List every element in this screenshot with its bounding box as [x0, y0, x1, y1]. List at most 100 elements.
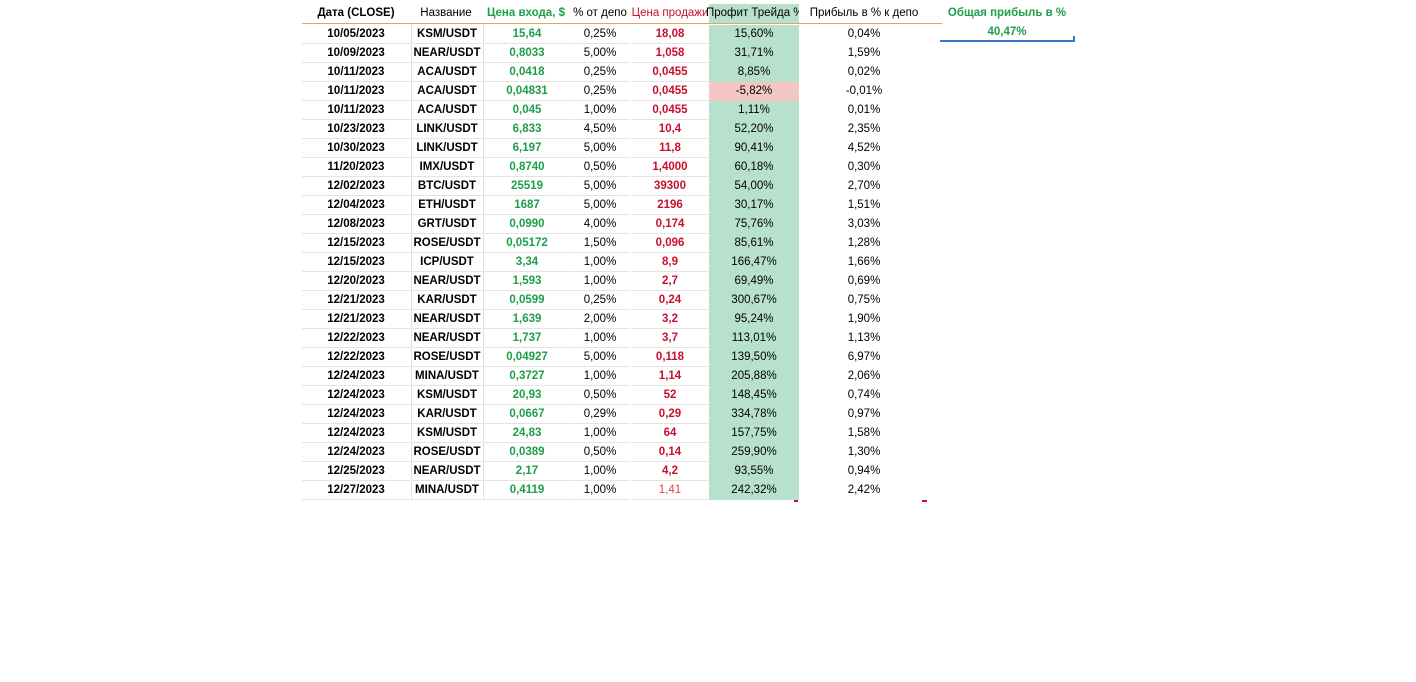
- cell-profit-to-depo[interactable]: 0,75%: [847, 294, 881, 306]
- cell-name[interactable]: NEAR/USDT: [411, 462, 482, 481]
- cell-trade-profit[interactable]: 31,71%: [709, 44, 799, 63]
- cell-sell-price[interactable]: 1,4000: [631, 158, 709, 177]
- cell-sell-price[interactable]: 8,9: [631, 253, 709, 272]
- cell-profit-to-depo[interactable]: 1,13%: [847, 332, 881, 344]
- cell-sell-price[interactable]: 0,0455: [631, 63, 709, 82]
- cell-date[interactable]: 12/24/2023: [302, 367, 410, 386]
- cell-name[interactable]: IMX/USDT: [411, 158, 482, 177]
- cell-entry-price[interactable]: 0,05172: [483, 234, 570, 253]
- cell-trade-profit[interactable]: 30,17%: [709, 196, 799, 215]
- cell-profit-to-depo[interactable]: 0,01%: [847, 104, 881, 116]
- cell-percent-of-depo[interactable]: 0,25%: [571, 291, 629, 310]
- cell-date[interactable]: 12/21/2023: [302, 291, 410, 310]
- cell-sell-price[interactable]: 11,8: [631, 139, 709, 158]
- cell-sell-price[interactable]: 4,2: [631, 462, 709, 481]
- cell-date[interactable]: 10/11/2023: [302, 101, 410, 120]
- cell-name[interactable]: LINK/USDT: [411, 139, 482, 158]
- cell-entry-price[interactable]: 15,64: [483, 25, 570, 44]
- cell-date[interactable]: 12/27/2023: [302, 481, 410, 500]
- cell-entry-price[interactable]: 1,737: [483, 329, 570, 348]
- cell-trade-profit[interactable]: 15,60%: [709, 25, 799, 44]
- cell-date[interactable]: 11/20/2023: [302, 158, 410, 177]
- cell-sell-price[interactable]: 10,4: [631, 120, 709, 139]
- cell-profit-to-depo[interactable]: 2,35%: [847, 123, 881, 135]
- cell-date[interactable]: 10/05/2023: [302, 25, 410, 44]
- cell-trade-profit[interactable]: 139,50%: [709, 348, 799, 367]
- cell-percent-of-depo[interactable]: 4,00%: [571, 215, 629, 234]
- cell-name[interactable]: KSM/USDT: [411, 386, 482, 405]
- cell-profit-to-depo[interactable]: 1,59%: [847, 47, 881, 59]
- header-total-profit[interactable]: Общая прибыль в %: [947, 7, 1067, 19]
- cell-trade-profit[interactable]: 334,78%: [709, 405, 799, 424]
- cell-trade-profit[interactable]: 54,00%: [709, 177, 799, 196]
- cell-percent-of-depo[interactable]: 5,00%: [571, 196, 629, 215]
- cell-trade-profit[interactable]: 52,20%: [709, 120, 799, 139]
- cell-entry-price[interactable]: 3,34: [483, 253, 570, 272]
- cell-name[interactable]: NEAR/USDT: [411, 44, 482, 63]
- cell-sell-price[interactable]: 0,096: [631, 234, 709, 253]
- cell-trade-profit[interactable]: 90,41%: [709, 139, 799, 158]
- cell-profit-to-depo[interactable]: 3,03%: [847, 218, 881, 230]
- cell-name[interactable]: ACA/USDT: [411, 82, 482, 101]
- header-sell-price[interactable]: Цена продажи: [631, 7, 709, 19]
- cell-profit-to-depo[interactable]: 1,66%: [847, 256, 881, 268]
- cell-name[interactable]: KSM/USDT: [411, 25, 482, 44]
- cell-percent-of-depo[interactable]: 5,00%: [571, 44, 629, 63]
- cell-trade-profit[interactable]: 8,85%: [709, 63, 799, 82]
- cell-date[interactable]: 10/23/2023: [302, 120, 410, 139]
- cell-name[interactable]: ROSE/USDT: [411, 443, 482, 462]
- cell-percent-of-depo[interactable]: 0,25%: [571, 82, 629, 101]
- cell-entry-price[interactable]: 24,83: [483, 424, 570, 443]
- cell-name[interactable]: ROSE/USDT: [411, 348, 482, 367]
- cell-percent-of-depo[interactable]: 0,50%: [571, 158, 629, 177]
- cell-entry-price[interactable]: 6,833: [483, 120, 570, 139]
- cell-trade-profit[interactable]: -5,82%: [709, 82, 799, 101]
- cell-date[interactable]: 12/22/2023: [302, 329, 410, 348]
- cell-entry-price[interactable]: 0,0990: [483, 215, 570, 234]
- cell-name[interactable]: GRT/USDT: [411, 215, 482, 234]
- cell-sell-price[interactable]: 0,29: [631, 405, 709, 424]
- header-date[interactable]: Дата (CLOSE): [317, 7, 395, 19]
- cell-entry-price[interactable]: 0,3727: [483, 367, 570, 386]
- cell-trade-profit[interactable]: 60,18%: [709, 158, 799, 177]
- cell-percent-of-depo[interactable]: 0,50%: [571, 386, 629, 405]
- cell-date[interactable]: 12/20/2023: [302, 272, 410, 291]
- cell-name[interactable]: ETH/USDT: [411, 196, 482, 215]
- cell-name[interactable]: MINA/USDT: [411, 481, 482, 500]
- cell-profit-to-depo[interactable]: 1,28%: [847, 237, 881, 249]
- cell-name[interactable]: ACA/USDT: [411, 101, 482, 120]
- cell-percent-of-depo[interactable]: 1,00%: [571, 101, 629, 120]
- cell-sell-price[interactable]: 0,0455: [631, 82, 709, 101]
- cell-entry-price[interactable]: 6,197: [483, 139, 570, 158]
- cell-trade-profit[interactable]: 166,47%: [709, 253, 799, 272]
- cell-date[interactable]: 12/02/2023: [302, 177, 410, 196]
- cell-sell-price[interactable]: 1,058: [631, 44, 709, 63]
- cell-percent-of-depo[interactable]: 1,50%: [571, 234, 629, 253]
- cell-profit-to-depo[interactable]: 0,97%: [847, 408, 881, 420]
- total-profit-value[interactable]: 40,47%: [940, 24, 1075, 42]
- cell-profit-to-depo[interactable]: 2,42%: [847, 484, 881, 496]
- header-name[interactable]: Название: [420, 7, 472, 19]
- cell-percent-of-depo[interactable]: 1,00%: [571, 367, 629, 386]
- cell-percent-of-depo[interactable]: 0,50%: [571, 443, 629, 462]
- cell-date[interactable]: 10/09/2023: [302, 44, 410, 63]
- cell-percent-of-depo[interactable]: 5,00%: [571, 139, 629, 158]
- cell-sell-price[interactable]: 1,41: [631, 481, 709, 500]
- cell-percent-of-depo[interactable]: 0,25%: [571, 63, 629, 82]
- cell-sell-price[interactable]: 0,14: [631, 443, 709, 462]
- cell-sell-price[interactable]: 39300: [631, 177, 709, 196]
- header-profit-to-depo[interactable]: Прибыль в % к депо: [809, 7, 919, 19]
- cell-trade-profit[interactable]: 113,01%: [709, 329, 799, 348]
- cell-profit-to-depo[interactable]: 0,94%: [847, 465, 881, 477]
- cell-name[interactable]: MINA/USDT: [411, 367, 482, 386]
- cell-date[interactable]: 10/30/2023: [302, 139, 410, 158]
- cell-date[interactable]: 12/25/2023: [302, 462, 410, 481]
- cell-entry-price[interactable]: 0,8740: [483, 158, 570, 177]
- cell-trade-profit[interactable]: 1,11%: [709, 101, 799, 120]
- cell-sell-price[interactable]: 52: [631, 386, 709, 405]
- cell-date[interactable]: 10/11/2023: [302, 82, 410, 101]
- cell-sell-price[interactable]: 0,118: [631, 348, 709, 367]
- cell-profit-to-depo[interactable]: -0,01%: [845, 85, 883, 97]
- cell-sell-price[interactable]: 0,174: [631, 215, 709, 234]
- cell-entry-price[interactable]: 0,04927: [483, 348, 570, 367]
